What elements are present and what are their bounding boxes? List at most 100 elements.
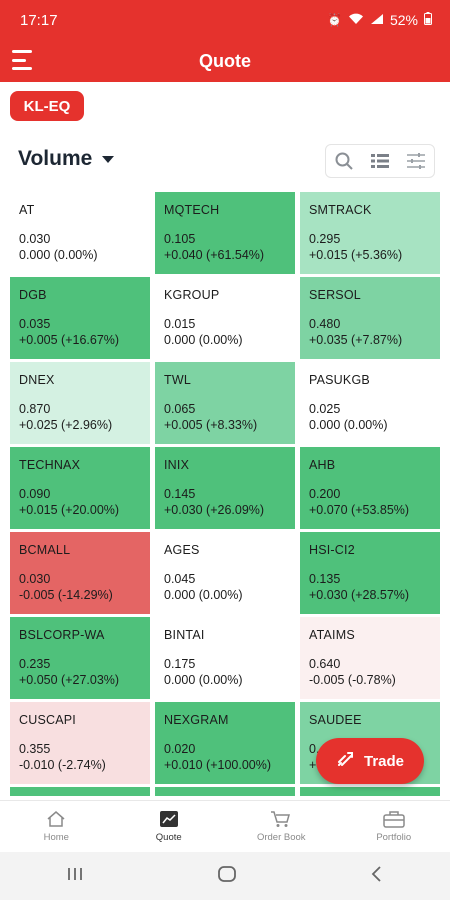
quote-price: 0.015 <box>164 317 196 331</box>
quote-tile[interactable]: AGES 0.045 0.000 (0.00%) <box>155 532 295 614</box>
quote-change: -0.005 (-14.29%) <box>19 588 113 602</box>
list-view-icon[interactable] <box>367 148 393 174</box>
trade-label: Trade <box>363 752 405 770</box>
quote-price: 0.105 <box>164 232 196 246</box>
quote-symbol: MQTECH <box>164 203 220 217</box>
nav-quote-label: Quote <box>155 832 182 843</box>
page-title: Quote <box>199 50 251 71</box>
quote-change: +0.030 (+26.09%) <box>164 503 265 517</box>
quote-change: +0.015 (+5.36%) <box>309 248 403 262</box>
nav-order-book[interactable]: Order Book <box>225 801 338 852</box>
quote-tile[interactable]: BINTAI 0.175 0.000 (0.00%) <box>155 617 295 699</box>
quote-grid: AT 0.030 0.000 (0.00%) MQTECH 0.105 +0.040 (+… <box>10 192 440 796</box>
quote-symbol: SMTRACK <box>309 203 372 217</box>
home-button-icon[interactable] <box>217 865 237 888</box>
wifi-icon <box>348 13 364 28</box>
quote-tile[interactable]: TECHNAX 0.090 +0.015 (+20.00%) <box>10 447 150 529</box>
quote-price: 0.135 <box>309 572 341 586</box>
quote-symbol: AHB <box>309 458 336 472</box>
quote-tile[interactable]: ATAIMS 0.640 -0.005 (-0.78%) <box>300 617 440 699</box>
alarm-icon: ⏰ <box>327 13 342 27</box>
quote-price: 0.020 <box>164 742 196 756</box>
quote-tile[interactable]: BSLCORP-WA 0.235 +0.050 (+27.03%) <box>10 617 150 699</box>
market-selector-chip[interactable]: KL-EQ <box>10 91 84 121</box>
quote-symbol: KGROUP <box>164 288 220 302</box>
quote-tile[interactable]: HSI-CI2 0.135 +0.030 (+28.57%) <box>300 532 440 614</box>
back-icon[interactable] <box>370 865 384 888</box>
quote-change: +0.030 (+28.57%) <box>309 588 410 602</box>
quote-tile[interactable]: AHB 0.200 +0.070 (+53.85%) <box>300 447 440 529</box>
quote-price: 0.480 <box>309 317 341 331</box>
quote-tile[interactable]: BCMALL 0.030 -0.005 (-14.29%) <box>10 532 150 614</box>
quote-symbol: BINTAI <box>164 628 205 642</box>
battery-icon <box>424 12 432 28</box>
quote-symbol: BCMALL <box>19 543 71 557</box>
quote-tile[interactable]: NEXGRAM 0.020 +0.010 (+100.00%) <box>155 702 295 784</box>
trade-button[interactable]: Trade <box>316 738 424 784</box>
quote-change: +0.040 (+61.54%) <box>164 248 265 262</box>
quote-price: 0.030 <box>19 572 51 586</box>
battery-percent: 52% <box>389 12 418 28</box>
quote-tile[interactable]: SMTRACK 0.295 +0.015 (+5.36%) <box>300 192 440 274</box>
quote-tile[interactable] <box>155 787 295 796</box>
nav-quote[interactable]: Quote <box>113 801 226 852</box>
quote-tile[interactable]: SERSOL 0.480 +0.035 (+7.87%) <box>300 277 440 359</box>
quote-symbol: BSLCORP-WA <box>19 628 105 642</box>
quote-price: 0.030 <box>19 232 51 246</box>
quote-symbol: DGB <box>19 288 47 302</box>
status-bar: 17:17 ⏰ 52% <box>0 0 450 40</box>
nav-home-label: Home <box>43 832 69 843</box>
quote-tile[interactable]: DNEX 0.870 +0.025 (+2.96%) <box>10 362 150 444</box>
nav-home[interactable]: Home <box>0 801 113 852</box>
quote-change: 0.000 (0.00%) <box>164 673 243 687</box>
quote-symbol: TWL <box>164 373 191 387</box>
trade-icon <box>336 749 356 773</box>
quote-tile[interactable] <box>300 787 440 796</box>
sort-dropdown[interactable]: Volume <box>18 147 115 171</box>
chart-icon <box>159 811 178 827</box>
menu-icon[interactable] <box>12 50 34 70</box>
sort-label: Volume <box>18 147 93 170</box>
quote-tile[interactable]: AT 0.030 0.000 (0.00%) <box>10 192 150 274</box>
filter-sliders-icon[interactable] <box>403 148 429 174</box>
briefcase-icon <box>383 811 405 828</box>
quote-tile[interactable]: KGROUP 0.015 0.000 (0.00%) <box>155 277 295 359</box>
quote-tile[interactable]: DGB 0.035 +0.005 (+16.67%) <box>10 277 150 359</box>
quote-price: 0.640 <box>309 657 341 671</box>
quote-change: +0.070 (+53.85%) <box>309 503 410 517</box>
bottom-nav: Home Quote Order Book Portfolio <box>0 800 450 852</box>
quote-change: -0.010 (-2.74%) <box>19 758 106 772</box>
quote-price: 0.295 <box>309 232 341 246</box>
nav-portfolio[interactable]: Portfolio <box>338 801 450 852</box>
quote-change: 0.000 (0.00%) <box>164 333 243 347</box>
search-icon[interactable] <box>331 148 357 174</box>
quote-tile[interactable]: PASUKGB 0.025 0.000 (0.00%) <box>300 362 440 444</box>
quote-change: +0.035 (+7.87%) <box>309 333 403 347</box>
quote-change: 0.000 (0.00%) <box>164 588 243 602</box>
quote-price: 0.870 <box>19 402 51 416</box>
quote-tile[interactable]: TWL 0.065 +0.005 (+8.33%) <box>155 362 295 444</box>
signal-icon <box>370 13 384 28</box>
quote-symbol: SERSOL <box>309 288 361 302</box>
quote-price: 0.235 <box>19 657 51 671</box>
quote-tile[interactable]: INIX 0.145 +0.030 (+26.09%) <box>155 447 295 529</box>
quote-symbol: TECHNAX <box>19 458 81 472</box>
quote-symbol: SAUDEE <box>309 713 362 727</box>
quote-symbol: CUSCAPI <box>19 713 76 727</box>
quote-price: 0.175 <box>164 657 196 671</box>
chevron-down-icon <box>102 155 115 163</box>
quote-symbol: DNEX <box>19 373 55 387</box>
recents-icon[interactable] <box>66 866 84 887</box>
quote-change: +0.005 (+8.33%) <box>164 418 258 432</box>
quote-price: 0.035 <box>19 317 51 331</box>
status-icons: ⏰ 52% <box>327 12 432 28</box>
quote-tile[interactable]: MQTECH 0.105 +0.040 (+61.54%) <box>155 192 295 274</box>
quote-price: 0.200 <box>309 487 341 501</box>
system-nav-bar <box>0 852 450 900</box>
quote-tile[interactable] <box>10 787 150 796</box>
quote-change: +0.010 (+100.00%) <box>164 758 272 772</box>
home-icon <box>47 811 65 827</box>
quote-price: 0.045 <box>164 572 196 586</box>
quote-tile[interactable]: CUSCAPI 0.355 -0.010 (-2.74%) <box>10 702 150 784</box>
quote-change: 0.000 (0.00%) <box>309 418 388 432</box>
